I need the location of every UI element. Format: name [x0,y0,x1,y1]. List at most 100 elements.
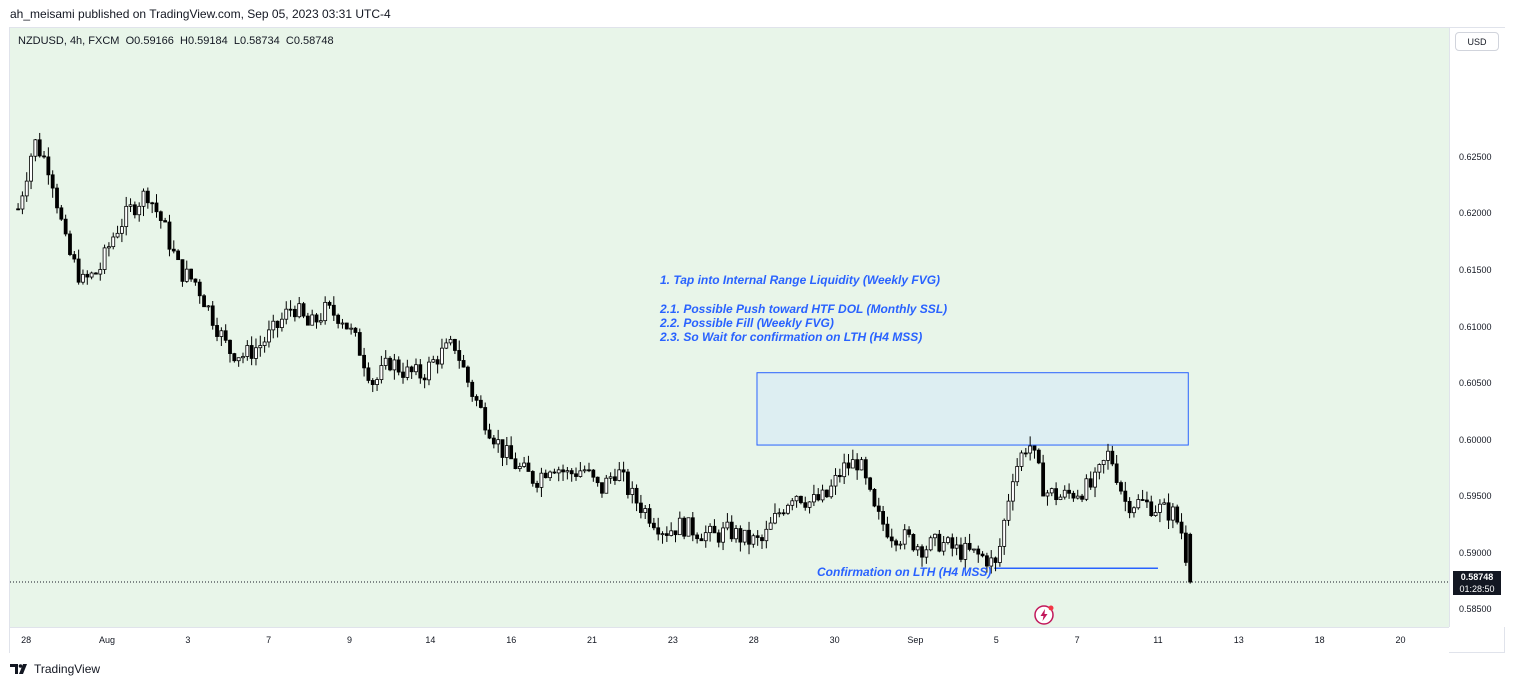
candle-down [314,314,319,323]
candle-down [682,517,687,537]
candle-down [189,268,193,280]
candle-down [738,528,743,543]
candle-up [643,508,648,513]
candle-down [305,315,310,326]
candle-up [267,329,271,343]
candle-up [107,246,111,249]
candle-down [530,471,535,484]
footer-brand[interactable]: TradingView [34,662,101,676]
candle-down [249,345,254,359]
candle-up [414,364,418,373]
candle-down [1179,521,1184,534]
price-tick-label: 0.60000 [1459,434,1492,445]
candle-down [937,533,942,552]
candle-down [664,533,669,536]
legend-close: C0.58748 [285,35,334,47]
chart-plot-area[interactable] [10,28,1449,627]
candle-down [950,537,955,549]
candle-down [803,502,808,508]
candle-down [634,487,639,504]
candle-up [773,513,777,524]
price-chart[interactable] [10,28,1449,627]
candle-down [543,472,548,479]
candle-down [1166,502,1171,521]
time-tick-label: 3 [185,635,191,645]
candle-down [171,248,176,252]
candle-up [721,527,725,543]
candle-up [1136,499,1141,509]
candle-down [846,462,851,469]
candle-down [470,381,475,397]
candle-down [483,407,488,431]
candle-down [626,471,630,495]
price-axis[interactable]: 0.62500 0.62000 0.61500 0.61000 0.60500 0.600… [1449,28,1505,627]
candle-up [833,475,838,487]
candle-down [621,469,626,473]
candle-down [716,532,721,543]
candle-up [258,345,263,349]
candle-up [444,342,449,349]
candle-up [751,535,756,545]
candle-down [94,272,98,275]
price-tick-label: 0.60500 [1459,378,1492,388]
candle-up [124,205,129,228]
candle-down [202,295,206,308]
candle-up [1106,450,1110,461]
candle-up [1028,445,1033,454]
candle-down [959,544,963,560]
candle-up [1049,488,1054,494]
price-tick-label: 0.58500 [1459,604,1492,615]
time-tick-label: 23 [667,635,678,645]
candle-up [1097,464,1102,473]
candle-up [630,487,635,495]
tradingview-logo-icon[interactable] [10,663,30,675]
candle-down [552,471,557,474]
candle-up [1058,496,1063,501]
candle-down [85,273,90,278]
candle-down [145,190,150,204]
candle-down [712,525,717,534]
candle-up [375,379,379,385]
candle-down [167,221,172,250]
candle-down [457,350,462,361]
candle-down [422,377,427,381]
candle-down [465,366,470,383]
candle-down [591,469,596,478]
time-tick-label: Sep [907,635,924,645]
candle-down [1145,499,1149,503]
candle-up [379,365,384,380]
candle-up [660,533,665,536]
candle-down [613,476,617,481]
candle-down [837,475,842,478]
currency-button[interactable]: USD [1455,32,1499,51]
candle-up [1084,478,1089,500]
candle-up [1010,481,1015,502]
candle-up [842,462,847,478]
candle-down [561,469,565,473]
candle-down [587,469,591,472]
candle-down [301,303,306,317]
candle-down [453,338,457,351]
time-tick-label: 7 [1074,635,1080,645]
candle-up [102,247,107,270]
candle-up [141,190,146,207]
candle-down [729,521,734,540]
candle-down [1088,478,1093,488]
time-axis[interactable]: 28 Aug 3 7 9 14 16 21 23 28 30 Sep 5 7 11 13 18 20 [10,627,1449,653]
flash-icon[interactable] [1033,604,1055,626]
candle-up [349,327,354,330]
candle-down [336,314,341,324]
candle-up [119,226,124,234]
candle-up [972,548,976,551]
candle-up [440,347,444,365]
candle-down [755,535,760,538]
time-tick-label: 20 [1395,635,1406,645]
candle-down [353,327,358,333]
candle-up [427,361,431,381]
candle-up [33,139,38,157]
time-tick-label: 21 [587,635,598,645]
candle-down [980,553,985,557]
candle-up [1101,460,1106,465]
candle-up [708,525,712,534]
candle-up [989,557,994,567]
